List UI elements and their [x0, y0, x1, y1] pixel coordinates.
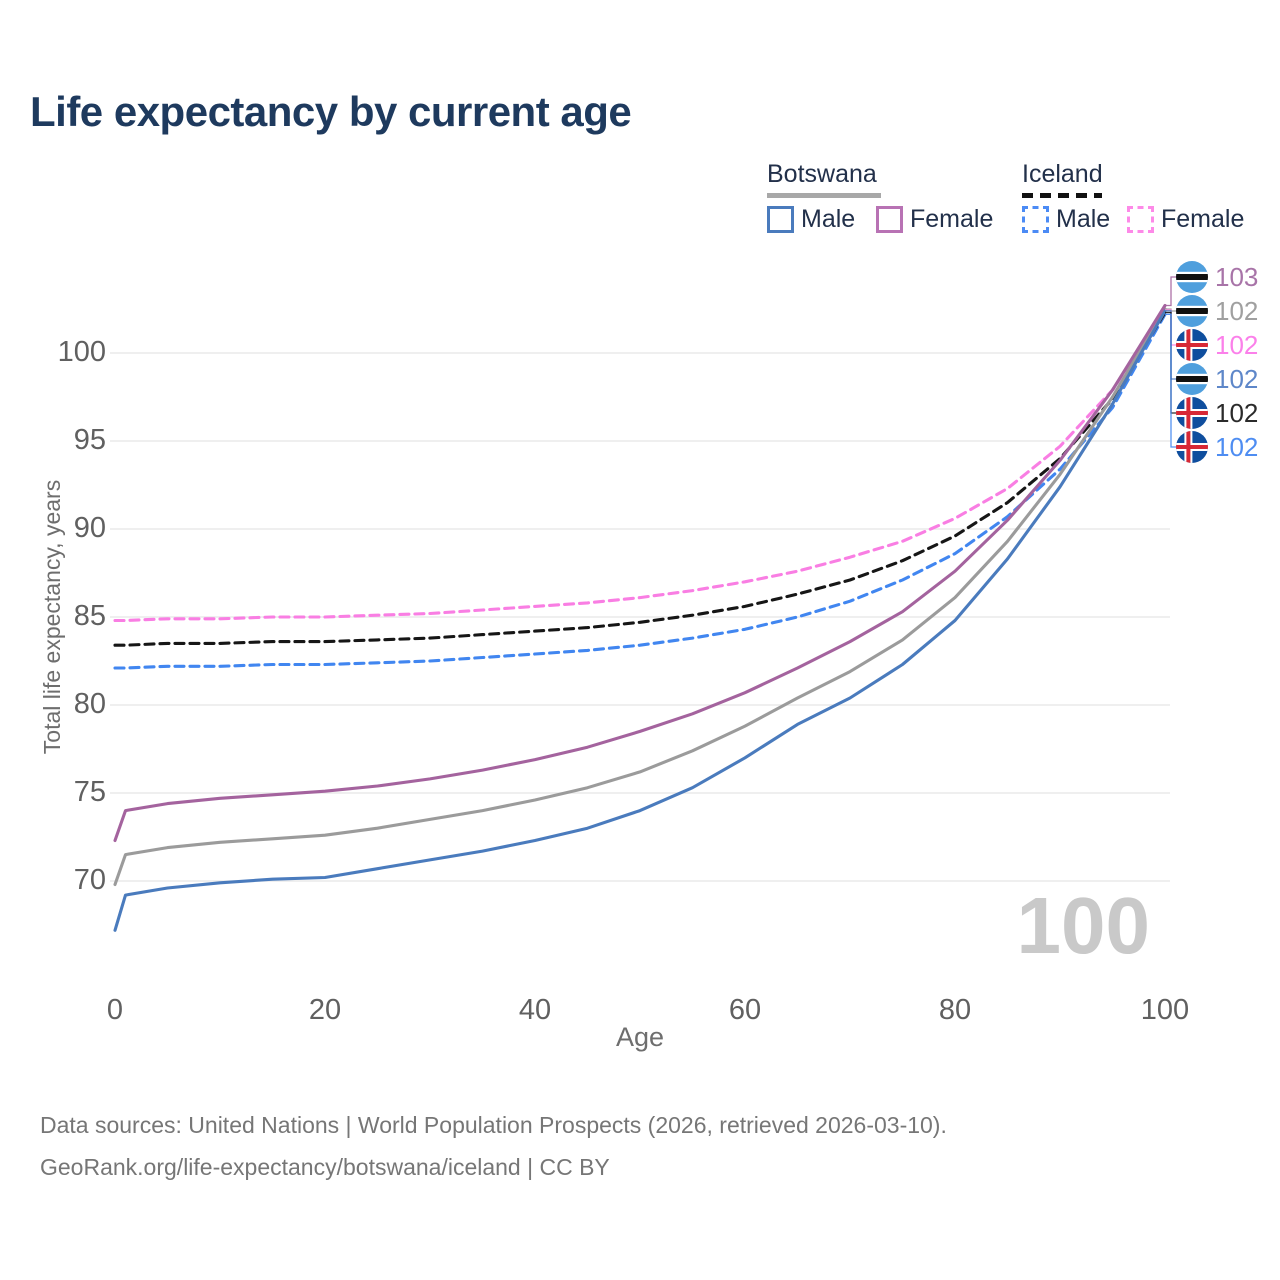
botswana-flag-icon — [1176, 295, 1208, 327]
x-tick-label: 20 — [308, 994, 342, 1026]
legend-label: Female — [1161, 205, 1245, 233]
legend-botswana-title: Botswana — [767, 160, 877, 188]
x-tick-label: 40 — [518, 994, 552, 1026]
line-iceland-both-sexes[interactable] — [113, 310, 1167, 647]
legend-botswana-male[interactable]: Male — [767, 205, 855, 234]
x-axis-title: Age — [615, 1022, 665, 1052]
end-label-value: 102 — [1215, 295, 1259, 326]
data-sources-line: Data sources: United Nations | World Pop… — [40, 1112, 947, 1138]
end-label-iceland-male: 102 — [1176, 431, 1258, 463]
attribution-line: GeoRank.org/life-expectancy/botswana/ice… — [40, 1154, 610, 1180]
y-tick-label: 95 — [73, 424, 106, 456]
y-tick-label: 100 — [57, 336, 106, 368]
botswana-flag-icon — [1176, 261, 1208, 293]
iceland-female-swatch — [1127, 206, 1154, 233]
end-label-botswana-male: 102 — [1176, 363, 1258, 395]
end-label-iceland-both-sexes: 102 — [1176, 397, 1258, 429]
leader-line — [1165, 313, 1177, 448]
x-tick-label: 60 — [728, 994, 762, 1026]
age-indicator-watermark: 100 — [1016, 881, 1150, 970]
legend-label: Male — [1056, 205, 1111, 233]
page-title: Life expectancy by current age — [30, 88, 632, 135]
botswana-male-swatch — [767, 206, 794, 233]
legend-label: Female — [910, 205, 994, 233]
x-tick-label: 0 — [106, 994, 124, 1026]
end-label-value: 102 — [1215, 431, 1259, 462]
legend-iceland-male[interactable]: Male — [1022, 205, 1110, 234]
end-label-botswana-both-sexes: 102 — [1176, 295, 1258, 327]
iceland-flag-icon — [1176, 431, 1208, 463]
legend-label: Male — [801, 205, 856, 233]
y-tick-label: 90 — [73, 512, 106, 544]
end-label-iceland-female: 102 — [1176, 329, 1258, 361]
legend-botswana-underline — [767, 193, 881, 198]
end-label-value: 102 — [1215, 397, 1259, 428]
line-iceland-female[interactable] — [113, 308, 1167, 623]
y-tick-label: 70 — [73, 864, 106, 896]
legend-iceland-title: Iceland — [1022, 160, 1103, 188]
botswana-female-swatch — [876, 206, 903, 233]
end-label-value: 102 — [1215, 363, 1259, 394]
line-botswana-female[interactable] — [113, 303, 1167, 843]
iceland-male-swatch — [1022, 206, 1049, 233]
end-label-botswana-female: 103 — [1176, 261, 1258, 293]
y-tick-label: 85 — [73, 600, 106, 632]
iceland-flag-icon — [1176, 329, 1208, 361]
y-tick-label: 80 — [73, 688, 106, 720]
end-label-value: 102 — [1215, 329, 1259, 360]
legend-iceland-female[interactable]: Female — [1127, 205, 1244, 234]
x-tick-label: 80 — [938, 994, 972, 1026]
line-iceland-male[interactable] — [113, 312, 1167, 670]
legend-botswana-female[interactable]: Female — [876, 205, 993, 234]
leader-line — [1165, 276, 1177, 307]
y-tick-label: 75 — [73, 776, 106, 808]
footer: Data sources: United Nations | World Pop… — [40, 1104, 947, 1188]
end-label-value: 103 — [1215, 261, 1259, 292]
iceland-flag-icon — [1176, 397, 1208, 429]
x-tick-label: 100 — [1140, 994, 1190, 1026]
botswana-flag-icon — [1176, 363, 1208, 395]
line-botswana-both-sexes[interactable] — [113, 307, 1167, 887]
plot-area — [110, 276, 1177, 932]
legend-iceland-underline — [1022, 193, 1102, 198]
line-botswana-male[interactable] — [113, 309, 1167, 932]
